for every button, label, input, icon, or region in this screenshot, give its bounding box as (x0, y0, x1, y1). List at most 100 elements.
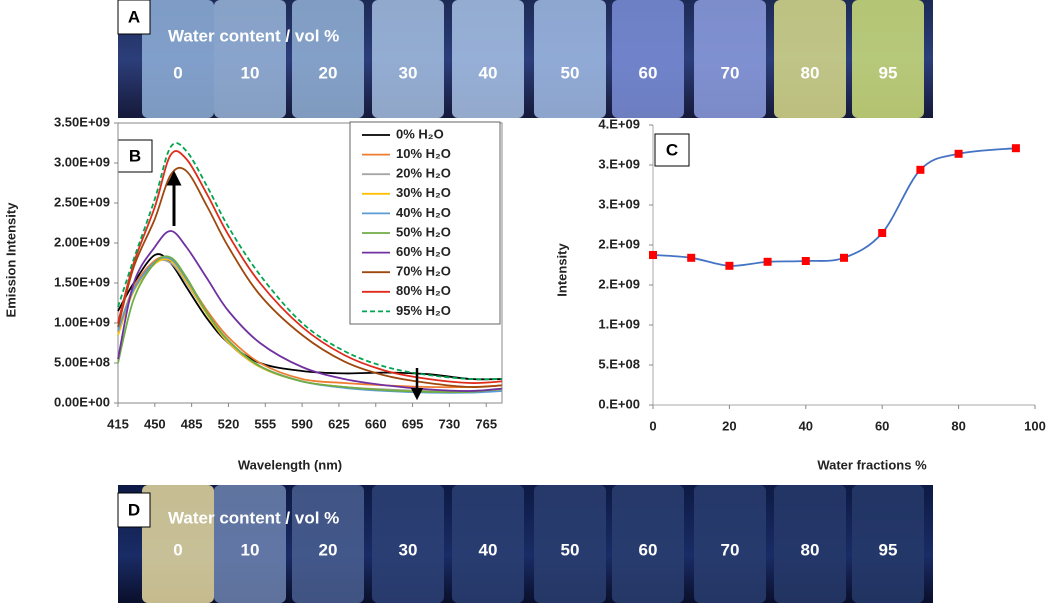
x-tick-label: 485 (181, 416, 203, 431)
vial (612, 0, 684, 118)
x-tick-label: 450 (144, 416, 166, 431)
y-tick-label: 3.E+09 (598, 156, 640, 171)
y-tick-label: 0.00E+00 (54, 394, 110, 409)
vial-label: 40 (479, 63, 498, 82)
legend-label: 30% H₂O (396, 185, 451, 200)
panel-label: A (128, 7, 140, 26)
legend-label: 0% H₂O (396, 126, 444, 141)
x-tick-label: 415 (107, 416, 129, 431)
legend-label: 50% H₂O (396, 224, 451, 239)
vial-label: 20 (319, 540, 338, 559)
panel-label-box (117, 139, 153, 173)
vial (292, 485, 364, 603)
vial (372, 485, 444, 603)
marker (725, 261, 734, 270)
photo-a: A Water content / vol % 0 10 20 30 40 50 60 70 8… (117, 0, 933, 118)
x-tick-label: 730 (439, 416, 461, 431)
marker (878, 229, 887, 237)
vial-label: 80 (801, 63, 820, 82)
x-tick-label: 0 (649, 418, 656, 433)
vial-label: 40 (479, 540, 498, 559)
y-tick-label: 1.00E+09 (54, 314, 110, 329)
vial (694, 0, 766, 118)
x-tick-label: 80 (951, 418, 965, 433)
vial (774, 485, 846, 603)
y-tick-label: 3.50E+09 (54, 114, 110, 129)
data-line (117, 150, 503, 384)
panel-label: B (129, 146, 141, 165)
vial-label: 20 (319, 63, 338, 82)
data-line (117, 230, 503, 392)
vial-label: 60 (639, 540, 658, 559)
vial (694, 485, 766, 603)
data-line (117, 142, 503, 381)
vial-label: 10 (241, 540, 260, 559)
vial-label: 50 (561, 63, 580, 82)
y-tick-label: 3.E+09 (598, 196, 640, 211)
marker (1011, 144, 1020, 153)
vial (852, 485, 924, 603)
photo-caption: Water content / vol % (168, 508, 339, 527)
panel-label-box (117, 492, 151, 528)
vial-label: 0 (173, 63, 182, 82)
x-tick-label: 100 (1024, 418, 1046, 433)
vial (612, 485, 684, 603)
x-tick-label: 765 (475, 416, 497, 431)
x-tick-label: 60 (875, 418, 889, 433)
vial-label: 60 (639, 63, 658, 82)
marker (801, 257, 810, 265)
data-line (652, 147, 1016, 267)
marker (763, 257, 772, 266)
data-line (117, 255, 503, 394)
legend-box (349, 121, 501, 325)
legend: 0% H₂O 10% H₂O 20% H₂O 30% H₂O 40% H₂O 50% H₂… (349, 121, 501, 325)
y-tick-label: 5.E+08 (598, 356, 640, 371)
plot-frame (117, 122, 503, 404)
legend-label: 20% H₂O (396, 166, 451, 181)
marker (954, 149, 963, 158)
panel-label: C (666, 140, 678, 159)
photo-caption: Water content / vol % (168, 26, 339, 45)
vial-label: 70 (721, 63, 740, 82)
vial-label: 95 (879, 540, 898, 559)
x-tick-label: 20 (722, 418, 736, 433)
y-axis-title: Intensity (554, 243, 569, 297)
x-tick-label: 625 (328, 416, 350, 431)
x-tick-label: 590 (291, 416, 313, 431)
x-axis-title: Water fractions % (817, 457, 927, 472)
x-tick-label: 660 (365, 416, 387, 431)
y-tick-label: 2.50E+09 (54, 194, 110, 209)
marker (687, 253, 696, 262)
x-tick-label: 555 (254, 416, 276, 431)
x-axis-title: Wavelength (nm) (238, 457, 342, 472)
vial (774, 0, 846, 118)
vial-label: 95 (879, 63, 898, 82)
y-tick-label: 3.00E+09 (54, 154, 110, 169)
vial-label: 0 (173, 540, 182, 559)
vial (142, 0, 214, 118)
vial (214, 485, 286, 603)
y-tick-label: 2.E+09 (598, 276, 640, 291)
y-tick-label: 2.00E+09 (54, 234, 110, 249)
vial (852, 0, 924, 118)
legend-label: 95% H₂O (396, 303, 451, 318)
photo-d: D Water content / vol % 0 10 20 30 40 50 60 70 8… (117, 485, 933, 603)
y-tick-label: 5.00E+08 (54, 354, 110, 369)
vial (292, 0, 364, 118)
y-tick-label: 4.E+09 (598, 116, 640, 131)
y-tick-label: 1.E+09 (598, 316, 640, 331)
vial (372, 0, 444, 118)
vial-label: 10 (241, 63, 260, 82)
marker (916, 165, 925, 174)
marker (840, 253, 848, 262)
vial (534, 485, 606, 603)
vial (214, 0, 286, 118)
vial-label: 80 (801, 540, 820, 559)
vial (452, 485, 524, 603)
vial-label: 30 (399, 540, 418, 559)
vial-label: 70 (721, 540, 740, 559)
data-line (117, 166, 503, 388)
marker (649, 251, 657, 259)
legend-label: 40% H₂O (396, 205, 451, 220)
